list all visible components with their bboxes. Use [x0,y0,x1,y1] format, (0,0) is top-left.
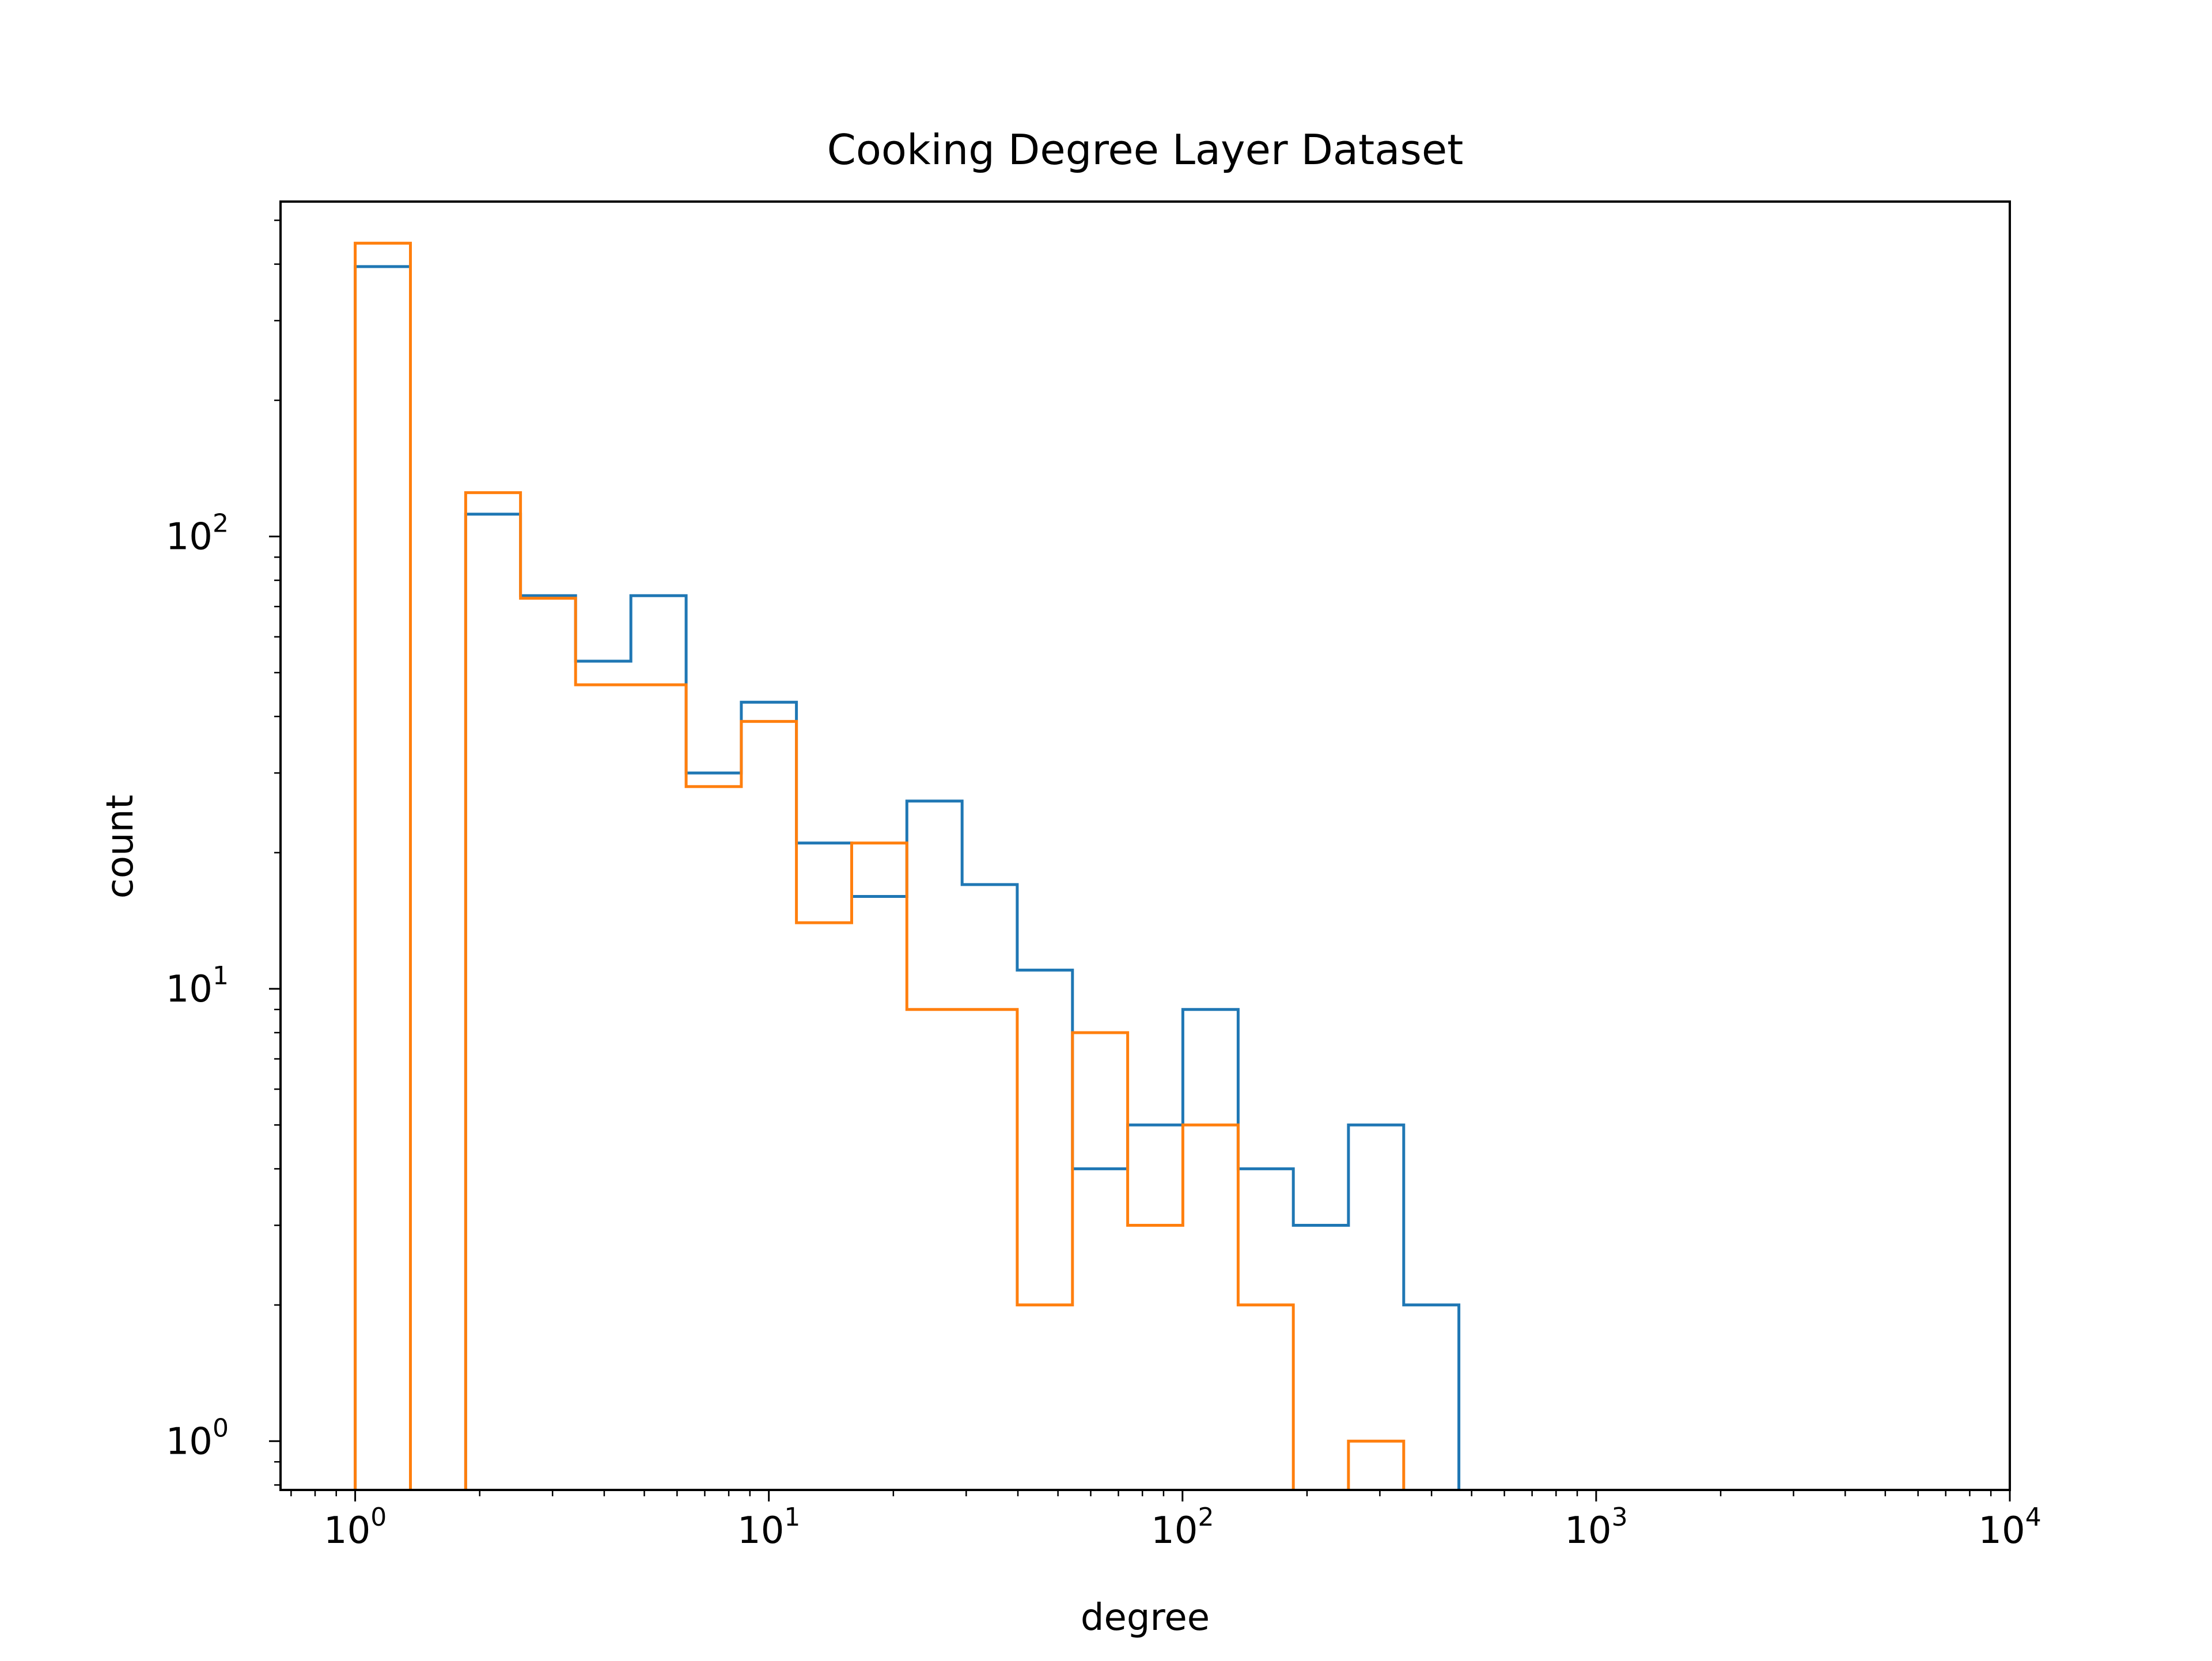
x-axis-label: degree [1081,1596,1210,1639]
x-tick-label: 100 [324,1503,387,1552]
y-tick-label: 100 [166,1413,229,1463]
y-tick-label: 101 [166,961,229,1011]
y-tick-label: 102 [166,509,229,558]
ticks-layer: 100 101 102 103 104 100 101 102 [166,219,2041,1552]
series-layer [354,241,1461,1490]
chart-title: Cooking Degree Layer Dataset [827,126,1464,174]
x-tick-label: 103 [1565,1503,1627,1552]
x-tick-label: 101 [737,1503,800,1552]
plot-frame [279,200,2011,1491]
y-axis-label: count [99,795,142,899]
x-tick-label: 102 [1151,1503,1214,1552]
histogram-series-2 [354,241,1406,1490]
x-tick-label: 104 [1978,1503,2041,1552]
